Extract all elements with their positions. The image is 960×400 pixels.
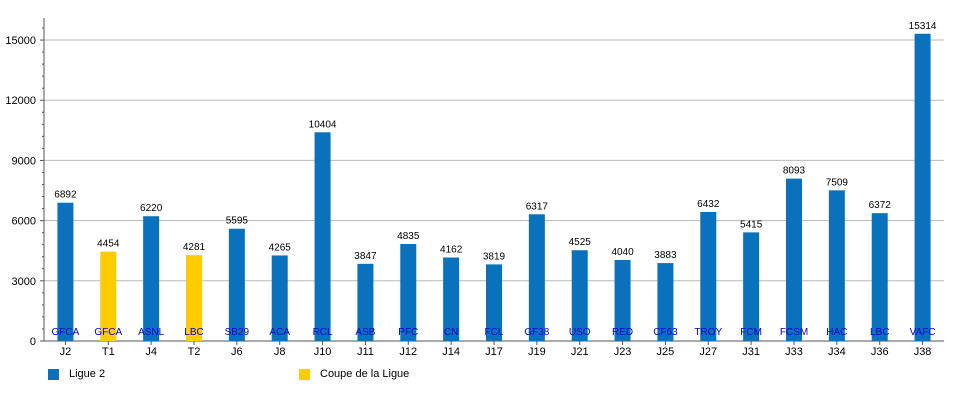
x-tick-label: J34 bbox=[828, 346, 846, 358]
bar bbox=[100, 251, 117, 341]
opponent-label: ASNL bbox=[138, 327, 165, 338]
legend-swatch-coupe-de-la-ligue bbox=[299, 368, 310, 380]
bar bbox=[786, 178, 802, 341]
legend-swatch-ligue-2 bbox=[48, 368, 59, 380]
data-label: 7509 bbox=[826, 177, 849, 188]
data-label: 4265 bbox=[269, 242, 292, 253]
x-tick-label: J8 bbox=[274, 346, 286, 358]
legend-item-ligue-2: Ligue 2 bbox=[48, 368, 105, 380]
x-tick-label: T2 bbox=[188, 346, 201, 358]
bar bbox=[528, 214, 545, 341]
y-tick-label: 0 bbox=[30, 336, 36, 348]
bar bbox=[614, 259, 631, 341]
opponent-label: PFC bbox=[398, 327, 418, 338]
opponent-label: LBC bbox=[184, 327, 203, 338]
opponent-label: CF63 bbox=[653, 327, 678, 338]
data-label: 4454 bbox=[97, 239, 120, 250]
bar bbox=[357, 263, 374, 341]
x-tick-label: J27 bbox=[699, 346, 717, 358]
data-label: 6372 bbox=[869, 200, 892, 211]
legend-label-coupe-de-la-ligue: Coupe de la Ligue bbox=[320, 368, 410, 380]
bar bbox=[186, 255, 202, 341]
bar bbox=[228, 228, 245, 341]
bar bbox=[314, 132, 331, 341]
opponent-label: ASB bbox=[355, 327, 375, 338]
opponent-label: RED bbox=[612, 327, 633, 338]
bar bbox=[143, 216, 160, 341]
opponent-label: GF38 bbox=[524, 327, 549, 338]
x-tick-label: T1 bbox=[102, 346, 115, 358]
opponent-label: HAC bbox=[826, 327, 847, 338]
data-label: 4835 bbox=[397, 231, 420, 242]
x-tick-label: J2 bbox=[60, 346, 72, 358]
opponent-label: VAFC bbox=[910, 327, 936, 338]
attendance-bar-chart: 0 3000 6000 9000 12000 15000 6892 GFCA J2 4454 GFC… bbox=[5, 18, 944, 358]
data-label: 5595 bbox=[226, 216, 249, 227]
data-label: 4040 bbox=[611, 247, 634, 258]
x-tick-label: J38 bbox=[914, 346, 932, 358]
x-tick-label: J21 bbox=[571, 346, 589, 358]
y-tick-label: 12000 bbox=[5, 95, 36, 107]
data-label: 3847 bbox=[354, 251, 377, 262]
x-tick-label: J25 bbox=[657, 346, 675, 358]
opponent-label: RCL bbox=[313, 327, 333, 338]
bar bbox=[400, 243, 417, 341]
x-tick-label: J4 bbox=[145, 346, 157, 358]
data-label: 8093 bbox=[783, 166, 806, 177]
bar bbox=[700, 211, 717, 341]
bar bbox=[871, 213, 888, 341]
opponent-label: GFCA bbox=[94, 327, 122, 338]
y-tick-label: 15000 bbox=[5, 35, 36, 47]
x-tick-label: J12 bbox=[399, 346, 417, 358]
x-tick-label: J23 bbox=[614, 346, 632, 358]
bar bbox=[828, 190, 845, 341]
opponent-label: FCM bbox=[740, 327, 762, 338]
bar bbox=[271, 255, 288, 341]
opponent-label: USO bbox=[569, 327, 591, 338]
data-label: 5415 bbox=[740, 219, 763, 230]
data-label: 6892 bbox=[54, 190, 77, 201]
opponent-label: FCL bbox=[485, 327, 504, 338]
x-tick-label: J6 bbox=[231, 346, 243, 358]
x-tick-label: J33 bbox=[785, 346, 803, 358]
data-label: 4281 bbox=[183, 242, 206, 253]
bar bbox=[571, 250, 588, 341]
x-tick-label: J17 bbox=[485, 346, 503, 358]
x-tick-label: J19 bbox=[528, 346, 546, 358]
bar bbox=[486, 264, 502, 341]
legend-item-coupe-de-la-ligue: Coupe de la Ligue bbox=[299, 368, 409, 380]
data-label: 3883 bbox=[654, 250, 677, 261]
y-tick-label: 3000 bbox=[12, 276, 36, 288]
data-label: 6317 bbox=[526, 201, 549, 212]
opponent-label: SB29 bbox=[225, 327, 250, 338]
y-tick-label: 9000 bbox=[12, 155, 36, 167]
x-tick-label: J10 bbox=[314, 346, 332, 358]
data-label: 15314 bbox=[909, 21, 937, 32]
data-label: 4525 bbox=[569, 237, 592, 248]
opponent-label: GFCA bbox=[52, 327, 80, 338]
bar bbox=[657, 263, 674, 341]
bar bbox=[443, 257, 460, 341]
data-label: 6220 bbox=[140, 203, 163, 214]
x-tick-label: J14 bbox=[442, 346, 460, 358]
opponent-label: FCSM bbox=[780, 327, 808, 338]
opponent-label: ACA bbox=[269, 327, 290, 338]
opponent-label: LBC bbox=[870, 327, 889, 338]
bar bbox=[743, 232, 760, 341]
opponent-label: CN bbox=[444, 327, 458, 338]
x-tick-label: J11 bbox=[357, 346, 374, 358]
bar bbox=[914, 33, 931, 341]
x-tick-label: J36 bbox=[871, 346, 889, 358]
opponent-label: TROY bbox=[694, 327, 722, 338]
data-label: 3819 bbox=[483, 251, 506, 262]
y-tick-label: 6000 bbox=[12, 216, 36, 228]
x-tick-label: J31 bbox=[742, 346, 760, 358]
bar bbox=[57, 202, 74, 341]
data-label: 4162 bbox=[440, 244, 463, 255]
data-label: 6432 bbox=[697, 199, 720, 210]
data-label: 10404 bbox=[309, 119, 337, 130]
legend-label-ligue-2: Ligue 2 bbox=[69, 368, 106, 380]
